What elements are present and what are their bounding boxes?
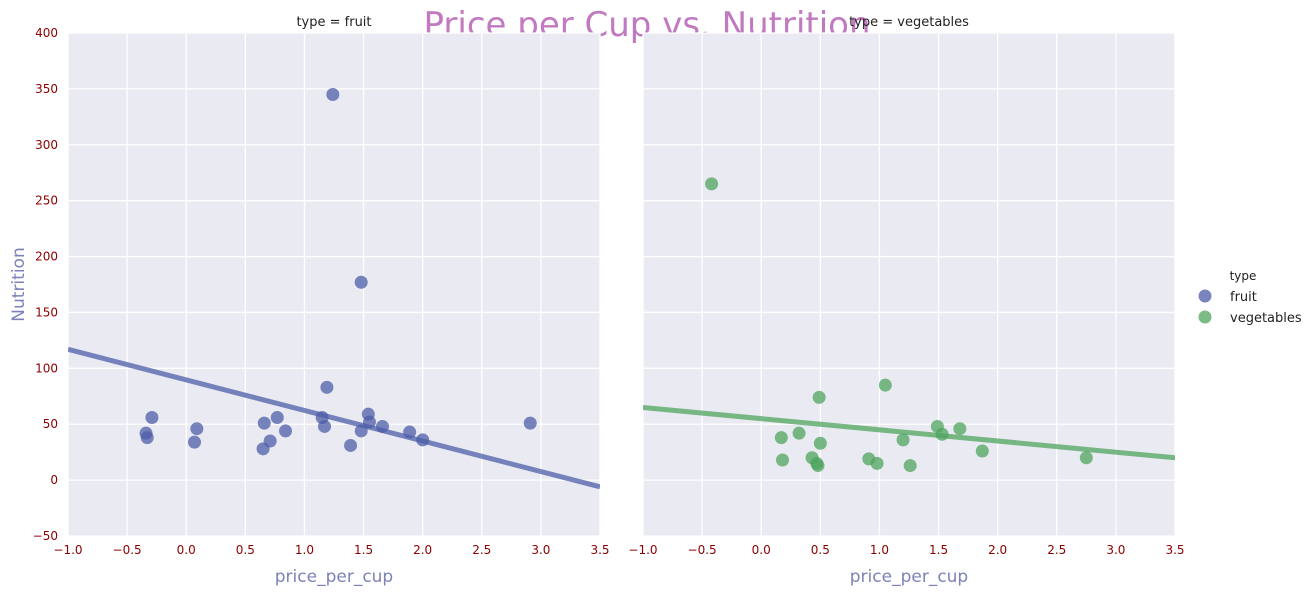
data-point — [1079, 451, 1093, 465]
data-point — [320, 380, 334, 394]
data-point — [953, 422, 967, 436]
data-point — [145, 411, 159, 425]
data-point — [263, 434, 277, 448]
data-point — [326, 87, 340, 101]
data-point — [187, 435, 201, 449]
y-tick-label: 250 — [35, 194, 58, 208]
regression-line — [643, 404, 1175, 461]
x-axis-label: price_per_cup — [275, 567, 393, 587]
x-tick-label: −0.5 — [113, 543, 142, 557]
data-point — [705, 177, 719, 191]
x-tick-label: 2.5 — [1047, 543, 1066, 557]
x-tick-label: 2.0 — [988, 543, 1007, 557]
x-tick-label: 1.0 — [295, 543, 314, 557]
data-point — [523, 416, 537, 430]
x-axis-label: price_per_cup — [850, 567, 968, 587]
data-point — [935, 427, 949, 441]
x-tick-label: 2.0 — [413, 543, 432, 557]
data-point — [812, 390, 826, 404]
x-tick-label: 3.0 — [1106, 543, 1125, 557]
y-tick-label: 300 — [35, 138, 58, 152]
legend: type fruit vegetables — [1198, 269, 1302, 326]
data-point — [903, 459, 917, 473]
data-point — [813, 436, 827, 450]
data-point — [318, 419, 332, 433]
facet-title: type = vegetables — [849, 15, 969, 30]
x-tick-label: 3.5 — [590, 543, 609, 557]
facet-panel-vegetables: −1.0 −0.5 0.0 0.5 1.0 1.5 2.0 2.5 3.0 3.5 type = v… — [628, 15, 1184, 587]
y-axis-label: Nutrition — [9, 247, 29, 321]
x-tick-label: 0.5 — [811, 543, 830, 557]
data-point — [774, 431, 788, 445]
facet-title: type = fruit — [296, 15, 371, 30]
x-tick-label: 3.0 — [531, 543, 550, 557]
legend-marker-vegetables — [1198, 310, 1212, 324]
data-point — [140, 431, 154, 445]
x-tick-label: 0.0 — [752, 543, 771, 557]
x-tick-label: 1.0 — [870, 543, 889, 557]
data-point — [354, 275, 368, 289]
legend-title: type — [1230, 269, 1257, 283]
data-point — [792, 426, 806, 440]
regression-line — [68, 346, 600, 490]
y-tick-label: −50 — [33, 529, 58, 543]
legend-marker-fruit — [1198, 289, 1212, 303]
data-point — [344, 438, 358, 452]
facet-panel-fruit: −1.0 −0.5 0.0 0.5 1.0 1.5 2.0 2.5 3.0 3.5 −50 0 50 10… — [9, 15, 610, 587]
y-tick-label: 200 — [35, 250, 58, 264]
x-tick-label: −0.5 — [688, 543, 717, 557]
x-tick-label: 3.5 — [1165, 543, 1184, 557]
x-tick-label: −1.0 — [53, 543, 82, 557]
y-tick-label: 50 — [43, 417, 58, 431]
x-tick-label: 2.5 — [472, 543, 491, 557]
data-point — [811, 459, 825, 473]
y-tick-label: 400 — [35, 26, 58, 40]
data-point — [362, 415, 376, 429]
legend-label-vegetables: vegetables — [1230, 311, 1302, 326]
data-marks — [643, 177, 1175, 473]
x-tick-label: 0.0 — [177, 543, 196, 557]
data-point — [878, 378, 892, 392]
data-marks — [68, 87, 600, 490]
data-point — [354, 424, 368, 438]
x-tick-label: 0.5 — [236, 543, 255, 557]
y-tick-label: 150 — [35, 305, 58, 319]
facet-panels: −1.0 −0.5 0.0 0.5 1.0 1.5 2.0 2.5 3.0 3.5 −50 0 50 10… — [9, 15, 1185, 587]
data-point — [870, 456, 884, 470]
data-point — [776, 453, 790, 467]
y-tick-label: 350 — [35, 82, 58, 96]
data-point — [375, 419, 389, 433]
data-point — [975, 444, 989, 458]
x-tick-label: 1.5 — [929, 543, 948, 557]
y-tick-label: 0 — [50, 473, 58, 487]
x-tick-label: −1.0 — [628, 543, 657, 557]
data-point — [896, 433, 910, 447]
legend-label-fruit: fruit — [1230, 290, 1257, 305]
legend-items: fruit vegetables — [1198, 289, 1302, 326]
x-tick-label: 1.5 — [354, 543, 373, 557]
data-point — [270, 411, 284, 425]
plot-area — [68, 33, 600, 536]
data-point — [279, 424, 293, 438]
data-point — [403, 425, 417, 439]
data-point — [257, 416, 271, 430]
data-point — [190, 422, 204, 436]
y-tick-label: 100 — [35, 361, 58, 375]
data-point — [416, 433, 430, 447]
